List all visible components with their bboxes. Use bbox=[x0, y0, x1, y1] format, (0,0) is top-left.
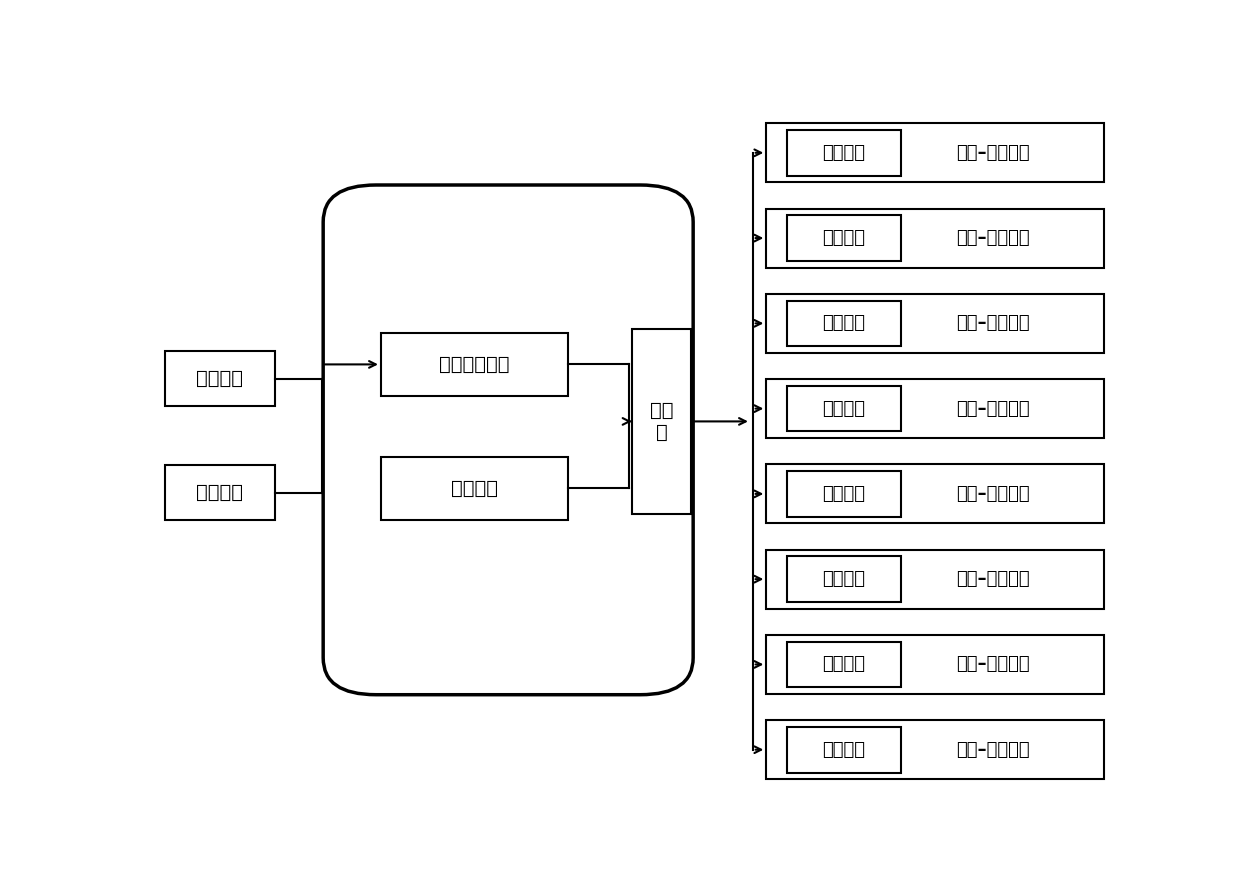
Text: 步进电机: 步进电机 bbox=[822, 485, 866, 503]
Text: 辅助电路: 辅助电路 bbox=[451, 479, 498, 498]
Text: 收缩–舒张机构: 收缩–舒张机构 bbox=[956, 740, 1029, 759]
Text: 心电信号: 心电信号 bbox=[196, 369, 243, 388]
Text: 收缩–舒张机构: 收缩–舒张机构 bbox=[956, 571, 1029, 588]
Text: 步进电机: 步进电机 bbox=[822, 656, 866, 673]
Text: 收缩–舒张机构: 收缩–舒张机构 bbox=[956, 400, 1029, 417]
FancyBboxPatch shape bbox=[165, 465, 275, 520]
Text: 收缩–舒张机构: 收缩–舒张机构 bbox=[956, 229, 1029, 247]
FancyBboxPatch shape bbox=[766, 124, 1105, 182]
Text: 步进电机: 步进电机 bbox=[822, 571, 866, 588]
Text: 步进电机: 步进电机 bbox=[822, 144, 866, 162]
FancyBboxPatch shape bbox=[381, 456, 568, 520]
Text: 数据处理模块: 数据处理模块 bbox=[439, 354, 510, 374]
FancyBboxPatch shape bbox=[766, 294, 1105, 353]
FancyBboxPatch shape bbox=[787, 215, 900, 261]
FancyBboxPatch shape bbox=[766, 720, 1105, 780]
FancyBboxPatch shape bbox=[766, 635, 1105, 694]
Text: 收缩–舒张机构: 收缩–舒张机构 bbox=[956, 485, 1029, 503]
Text: 步进电机: 步进电机 bbox=[822, 400, 866, 417]
FancyBboxPatch shape bbox=[766, 208, 1105, 267]
FancyBboxPatch shape bbox=[766, 464, 1105, 523]
FancyBboxPatch shape bbox=[631, 329, 691, 514]
FancyBboxPatch shape bbox=[324, 185, 693, 695]
Text: 步进电机: 步进电机 bbox=[822, 229, 866, 247]
Text: 收缩–舒张机构: 收缩–舒张机构 bbox=[956, 314, 1029, 333]
FancyBboxPatch shape bbox=[787, 471, 900, 517]
FancyBboxPatch shape bbox=[766, 379, 1105, 438]
Text: 单片
机: 单片 机 bbox=[650, 401, 673, 442]
FancyBboxPatch shape bbox=[381, 333, 568, 396]
Text: 收缩–舒张机构: 收缩–舒张机构 bbox=[956, 144, 1029, 162]
FancyBboxPatch shape bbox=[165, 351, 275, 406]
FancyBboxPatch shape bbox=[787, 557, 900, 602]
Text: 步进电机: 步进电机 bbox=[822, 740, 866, 759]
Text: 遥控指令: 遥控指令 bbox=[196, 483, 243, 503]
FancyBboxPatch shape bbox=[787, 727, 900, 773]
FancyBboxPatch shape bbox=[766, 550, 1105, 609]
FancyBboxPatch shape bbox=[787, 386, 900, 431]
Text: 步进电机: 步进电机 bbox=[822, 314, 866, 333]
FancyBboxPatch shape bbox=[787, 300, 900, 346]
FancyBboxPatch shape bbox=[787, 130, 900, 176]
FancyBboxPatch shape bbox=[787, 642, 900, 687]
Text: 收缩–舒张机构: 收缩–舒张机构 bbox=[956, 656, 1029, 673]
